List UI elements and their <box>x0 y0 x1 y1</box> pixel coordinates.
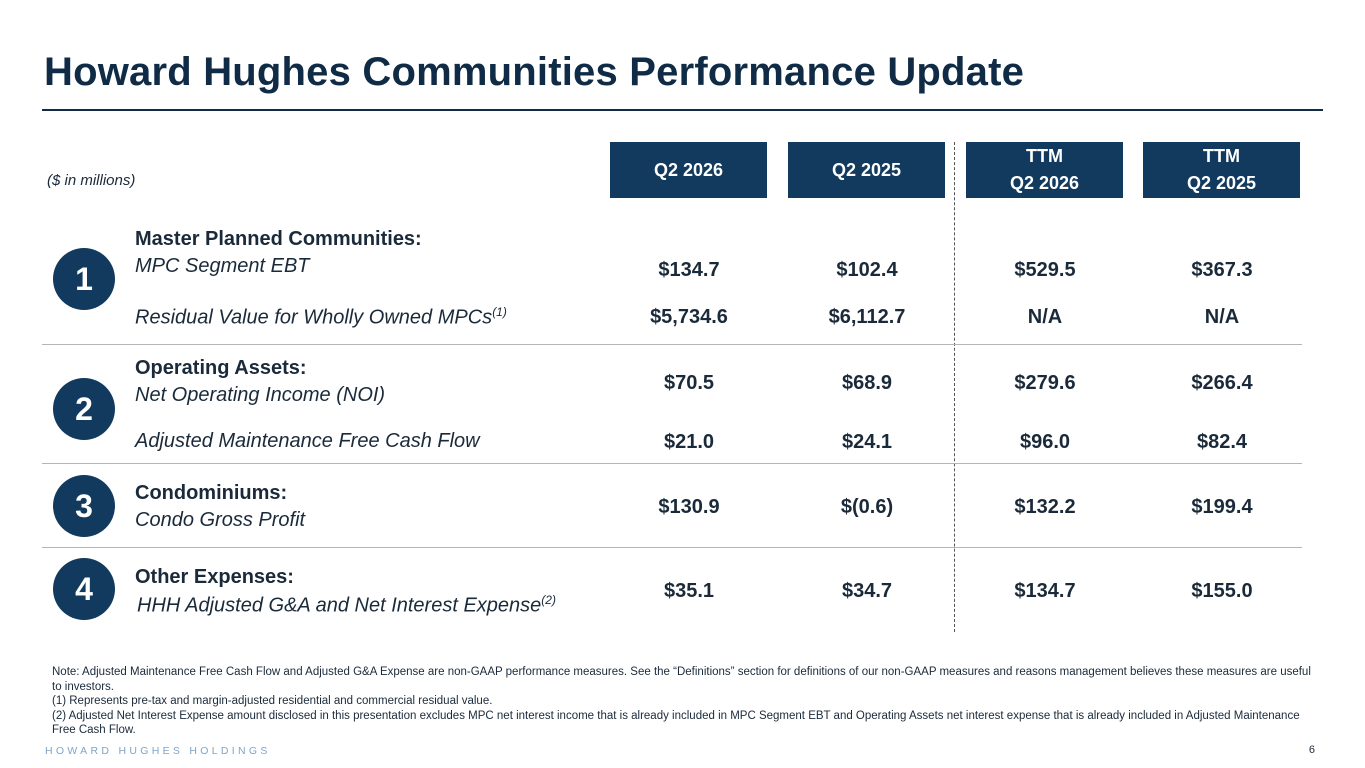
value-cell: $134.7 <box>658 259 720 281</box>
value-cell: $130.9 <box>658 496 720 518</box>
section-heading: Master Planned Communities: <box>135 228 422 250</box>
column-header-ttm-q2-2026: TTM Q2 2026 <box>966 142 1123 198</box>
page-title: Howard Hughes Communities Performance Up… <box>44 50 1025 94</box>
section-number-badge: 3 <box>53 475 115 537</box>
column-header-q2-2026: Q2 2026 <box>610 142 767 198</box>
value-cell: $(0.6) <box>840 496 894 518</box>
section-divider <box>42 547 1302 548</box>
column-header-line2: Q2 2025 <box>1186 173 1257 193</box>
value-cell: N/A <box>1027 306 1063 328</box>
value-cell: $367.3 <box>1191 259 1253 281</box>
value-cell: $70.5 <box>663 372 715 394</box>
footnotes: Note: Adjusted Maintenance Free Cash Flo… <box>52 665 1322 738</box>
value-cell: $34.7 <box>841 580 893 602</box>
section-number-badge: 1 <box>53 248 115 310</box>
page-number: 6 <box>1308 744 1315 756</box>
ttm-divider-line <box>954 142 955 632</box>
row-label: Adjusted Maintenance Free Cash Flow <box>135 430 480 452</box>
section-heading: Other Expenses: <box>135 566 294 588</box>
value-cell: $21.0 <box>663 431 715 453</box>
column-header-ttm-q2-2025: TTM Q2 2025 <box>1143 142 1300 198</box>
row-label-text: HHH Adjusted G&A and Net Interest Expens… <box>137 594 542 617</box>
column-header-line2: Q2 2026 <box>1009 173 1080 193</box>
section-heading: Operating Assets: <box>135 357 307 379</box>
value-cell: $96.0 <box>1019 431 1071 453</box>
value-cell: $5,734.6 <box>650 306 728 328</box>
value-cell: $132.2 <box>1014 496 1076 518</box>
value-cell: $102.4 <box>836 259 898 281</box>
column-header-line1: TTM <box>1026 146 1063 166</box>
column-header-line1: Q2 2025 <box>831 159 902 180</box>
value-cell: $155.0 <box>1191 580 1253 602</box>
column-header-q2-2025: Q2 2025 <box>788 142 945 198</box>
column-header-line1: TTM <box>1203 146 1240 166</box>
section-number-badge: 2 <box>53 378 115 440</box>
section-number-badge: 4 <box>53 558 115 620</box>
row-label-text: Residual Value for Wholly Owned MPCs <box>135 306 493 329</box>
value-cell: N/A <box>1204 306 1240 328</box>
row-label-with-footnote: Residual Value for Wholly Owned MPCs(1) <box>135 305 507 330</box>
value-cell: $82.4 <box>1196 431 1248 453</box>
row-label-with-footnote: HHH Adjusted G&A and Net Interest Expens… <box>137 593 556 618</box>
value-cell: $6,112.7 <box>828 306 906 328</box>
units-note: ($ in millions) <box>47 172 136 189</box>
footnote-1: (1) Represents pre-tax and margin-adjust… <box>52 695 493 708</box>
value-cell: $266.4 <box>1191 372 1253 394</box>
row-label: Net Operating Income (NOI) <box>135 384 386 406</box>
footnote-note: Note: Adjusted Maintenance Free Cash Flo… <box>52 666 1311 693</box>
footnote-2: (2) Adjusted Net Interest Expense amount… <box>52 709 1300 737</box>
section-divider <box>42 344 1302 345</box>
value-cell: $134.7 <box>1014 580 1076 602</box>
value-cell: $199.4 <box>1191 496 1253 518</box>
row-label: Condo Gross Profit <box>135 509 306 531</box>
footnote-marker: (2) <box>541 593 556 607</box>
value-cell: $35.1 <box>663 580 715 602</box>
footnote-marker: (1) <box>492 305 507 319</box>
value-cell: $24.1 <box>841 431 893 453</box>
value-cell: $68.9 <box>841 372 893 394</box>
section-heading: Condominiums: <box>135 482 288 504</box>
row-label: MPC Segment EBT <box>135 255 310 277</box>
section-divider <box>42 463 1302 464</box>
title-divider <box>42 109 1323 111</box>
brand-wordmark: HOWARD HUGHES HOLDINGS <box>45 745 271 757</box>
value-cell: $529.5 <box>1014 259 1076 281</box>
value-cell: $279.6 <box>1014 372 1076 394</box>
column-header-line1: Q2 2026 <box>653 159 724 180</box>
